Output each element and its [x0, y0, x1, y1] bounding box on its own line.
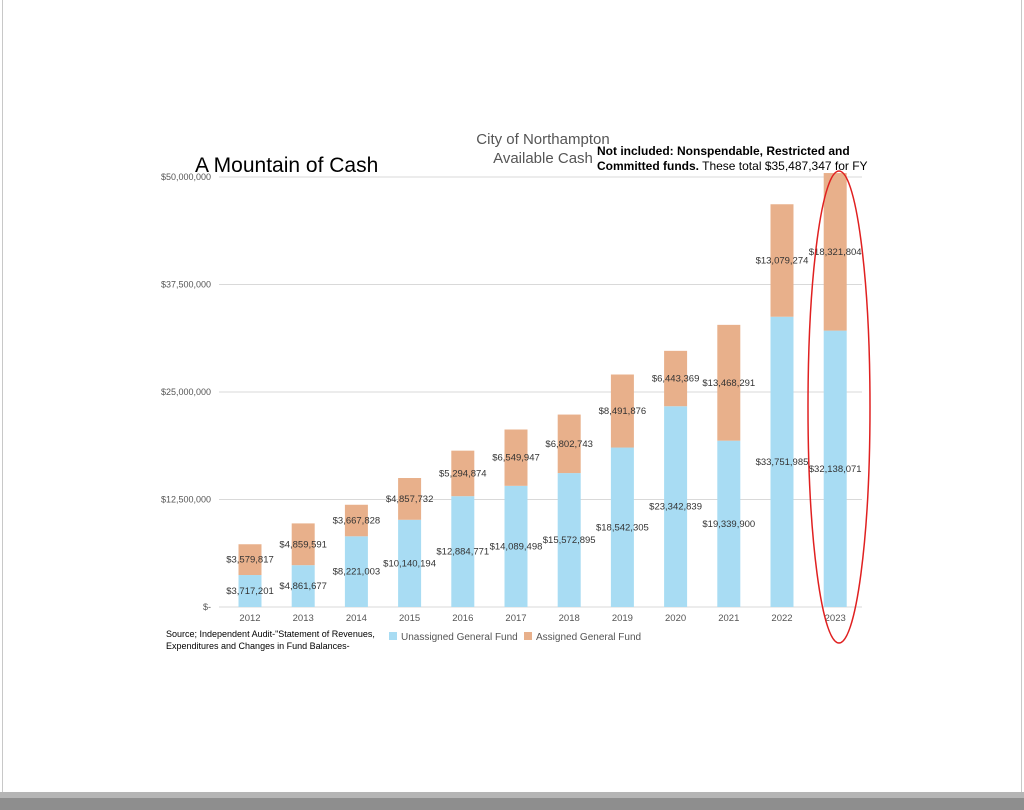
x-tick-label: 2014 — [346, 613, 367, 624]
y-tick-label: $50,000,000 — [161, 172, 211, 182]
data-label-unassigned-2014: $8,221,003 — [333, 567, 381, 578]
data-labels: $3,717,201 $3,579,817 $4,861,677 $4,859,591… — [226, 247, 861, 597]
bar-unassigned-2023 — [823, 330, 847, 607]
data-label-unassigned-2016: $12,884,771 — [436, 547, 489, 558]
bars — [238, 173, 847, 607]
data-label-assigned-2022: $13,079,274 — [756, 255, 809, 266]
data-label-unassigned-2013: $4,861,677 — [279, 581, 327, 592]
data-label-unassigned-2019: $18,542,305 — [596, 522, 649, 533]
x-tick-label: 2022 — [771, 613, 792, 624]
y-axis-ticks: $- $12,500,000 $25,000,000 $37,500,000 $50,0… — [161, 172, 211, 612]
data-label-assigned-2016: $5,294,874 — [439, 468, 487, 479]
bar-assigned-2021 — [717, 324, 741, 441]
bar-assigned-2020 — [664, 350, 688, 407]
source-note: Source; Independent Audit-"Statement of … — [166, 629, 375, 651]
x-tick-label: 2017 — [505, 613, 526, 624]
x-tick-label: 2021 — [718, 613, 739, 624]
bar-assigned-2013 — [291, 523, 315, 566]
bar-assigned-2017 — [504, 429, 528, 486]
bar-unassigned-2018 — [557, 473, 581, 607]
bar-assigned-2023 — [823, 173, 847, 331]
data-label-unassigned-2023: $32,138,071 — [809, 464, 862, 475]
bar-unassigned-2013 — [291, 565, 315, 607]
x-axis-ticks: 2012 2013 2014 2015 2016 2017 2018 2019 2020 2021… — [239, 613, 845, 624]
x-tick-label: 2013 — [293, 613, 314, 624]
bar-unassigned-2012 — [238, 575, 262, 607]
data-label-assigned-2019: $8,491,876 — [599, 406, 647, 417]
x-tick-label: 2020 — [665, 613, 686, 624]
bar-assigned-2019 — [610, 374, 634, 448]
x-tick-label: 2012 — [239, 613, 260, 624]
data-label-assigned-2015: $4,857,732 — [386, 494, 434, 505]
data-label-unassigned-2017: $14,089,498 — [490, 541, 543, 552]
data-label-assigned-2021: $13,468,291 — [702, 378, 755, 389]
bar-assigned-2018 — [557, 414, 581, 474]
chart-subtitle-line2: Available Cash — [493, 150, 593, 167]
exclusion-note-bold: Not included: Nonspendable, Restricted a… — [597, 144, 850, 173]
bottom-bar — [0, 792, 1024, 810]
data-label-assigned-2014: $3,667,828 — [333, 516, 381, 527]
legend-swatch-assigned — [524, 632, 532, 640]
y-tick-label: $12,500,000 — [161, 495, 211, 505]
y-tick-label: $- — [203, 602, 211, 612]
data-label-assigned-2012: $3,579,817 — [226, 555, 274, 566]
bar-unassigned-2019 — [610, 447, 634, 607]
x-tick-label: 2016 — [452, 613, 473, 624]
gridlines — [219, 176, 862, 608]
y-tick-label: $25,000,000 — [161, 387, 211, 397]
bar-unassigned-2020 — [664, 406, 688, 607]
bar-assigned-2022 — [770, 204, 794, 317]
bar-unassigned-2021 — [717, 440, 741, 607]
data-label-unassigned-2020: $23,342,839 — [649, 502, 702, 513]
chart-subtitle-line1: City of Northampton — [476, 131, 609, 148]
bar-unassigned-2017 — [504, 485, 528, 607]
bar-unassigned-2014 — [344, 536, 368, 607]
chart-title: A Mountain of Cash — [195, 154, 378, 177]
x-tick-label: 2019 — [612, 613, 633, 624]
highlight-ellipse-2023 — [807, 170, 871, 644]
x-tick-label: 2018 — [559, 613, 580, 624]
x-tick-label: 2015 — [399, 613, 420, 624]
data-label-unassigned-2012: $3,717,201 — [226, 586, 274, 597]
stacked-bar-chart: $- $12,500,000 $25,000,000 $37,500,000 $50,0… — [161, 131, 871, 644]
data-label-assigned-2017: $6,549,947 — [492, 453, 540, 464]
bar-unassigned-2016 — [451, 496, 475, 607]
y-tick-label: $37,500,000 — [161, 280, 211, 290]
bar-assigned-2016 — [451, 450, 475, 497]
data-label-unassigned-2018: $15,572,895 — [543, 535, 596, 546]
bar-assigned-2012 — [238, 544, 262, 576]
data-label-assigned-2013: $4,859,591 — [279, 539, 327, 550]
bar-unassigned-2022 — [770, 316, 794, 607]
legend-swatch-unassigned — [389, 632, 397, 640]
legend-label-assigned: Assigned General Fund — [536, 632, 641, 643]
data-label-assigned-2023: $18,321,804 — [809, 247, 862, 258]
data-label-unassigned-2022: $33,751,985 — [756, 457, 809, 468]
bottom-bar-highlight — [0, 792, 1024, 798]
data-label-assigned-2020: $6,443,369 — [652, 374, 700, 385]
bar-unassigned-2015 — [398, 519, 422, 607]
legend-label-unassigned: Unassigned General Fund — [401, 632, 518, 643]
x-tick-label: 2023 — [825, 613, 846, 624]
data-label-unassigned-2015: $10,140,194 — [383, 558, 436, 569]
bar-assigned-2014 — [344, 504, 368, 537]
page-frame — [2, 0, 1022, 792]
exclusion-note: Not included: Nonspendable, Restricted a… — [597, 144, 897, 174]
exclusion-note-rest: These total $35,487,347 for FY — [699, 159, 868, 173]
legend: Unassigned General Fund Assigned General… — [389, 632, 641, 643]
bar-assigned-2015 — [398, 478, 422, 520]
data-label-unassigned-2021: $19,339,900 — [702, 519, 755, 530]
data-label-assigned-2018: $6,802,743 — [545, 439, 593, 450]
